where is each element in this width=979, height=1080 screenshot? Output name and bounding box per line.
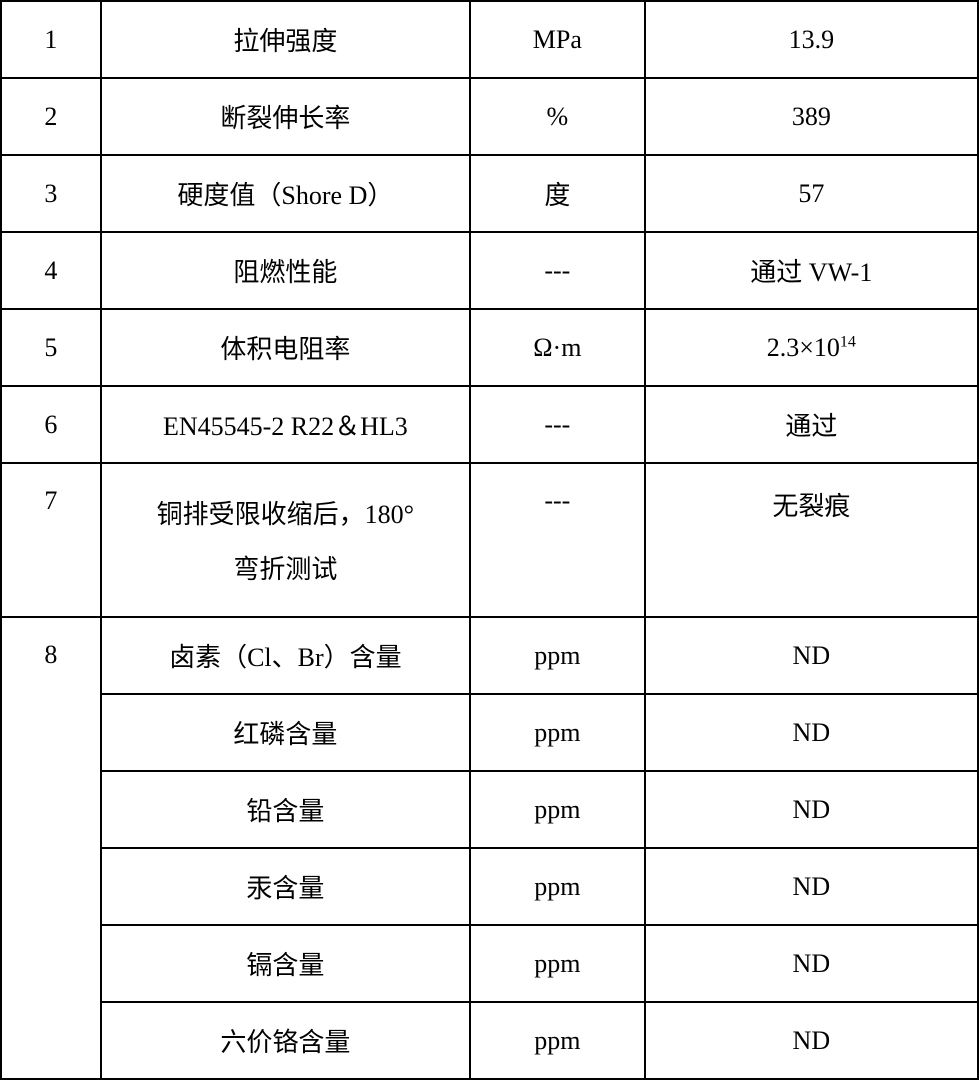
unit: --- — [470, 386, 645, 463]
row-number: 2 — [1, 78, 101, 155]
property-line2: 弯折测试 — [102, 549, 469, 586]
value: 57 — [645, 155, 978, 232]
value: ND — [645, 771, 978, 848]
row-number: 7 — [1, 463, 101, 617]
table-row: 4 阻燃性能 --- 通过 VW-1 — [1, 232, 978, 309]
unit: ppm — [470, 1002, 645, 1079]
unit: ppm — [470, 694, 645, 771]
unit: % — [470, 78, 645, 155]
value: 无裂痕 — [645, 463, 978, 617]
unit: ppm — [470, 848, 645, 925]
unit: ppm — [470, 617, 645, 694]
table-row: 6 EN45545-2 R22＆HL3 --- 通过 — [1, 386, 978, 463]
property-name: 红磷含量 — [101, 694, 470, 771]
row-number: 4 — [1, 232, 101, 309]
property-name: 硬度值（Shore D） — [101, 155, 470, 232]
table-row: 镉含量 ppm ND — [1, 925, 978, 1002]
property-name: 阻燃性能 — [101, 232, 470, 309]
value-prefix: 2.3×10 — [767, 333, 840, 362]
row-number: 6 — [1, 386, 101, 463]
value: ND — [645, 694, 978, 771]
property-name: 断裂伸长率 — [101, 78, 470, 155]
property-line1: 铜排受限收缩后，180° — [102, 494, 469, 531]
unit: --- — [470, 463, 645, 617]
unit: --- — [470, 232, 645, 309]
value: ND — [645, 1002, 978, 1079]
table-row: 汞含量 ppm ND — [1, 848, 978, 925]
value: ND — [645, 925, 978, 1002]
property-name: 铜排受限收缩后，180° 弯折测试 — [101, 463, 470, 617]
table-row: 红磷含量 ppm ND — [1, 694, 978, 771]
unit: MPa — [470, 1, 645, 78]
property-name: 体积电阻率 — [101, 309, 470, 386]
table-row: 铅含量 ppm ND — [1, 771, 978, 848]
value: 2.3×1014 — [645, 309, 978, 386]
property-name: 镉含量 — [101, 925, 470, 1002]
table-row: 1 拉伸强度 MPa 13.9 — [1, 1, 978, 78]
unit: 度 — [470, 155, 645, 232]
property-name: 六价铬含量 — [101, 1002, 470, 1079]
property-name: 拉伸强度 — [101, 1, 470, 78]
table-row: 3 硬度值（Shore D） 度 57 — [1, 155, 978, 232]
table-row: 7 铜排受限收缩后，180° 弯折测试 --- 无裂痕 — [1, 463, 978, 617]
row-number: 3 — [1, 155, 101, 232]
table-row: 8 卤素（Cl、Br）含量 ppm ND — [1, 617, 978, 694]
value: 通过 — [645, 386, 978, 463]
unit: ppm — [470, 925, 645, 1002]
value: ND — [645, 848, 978, 925]
row-number: 8 — [1, 617, 101, 1079]
row-number: 1 — [1, 1, 101, 78]
unit: Ω·m — [470, 309, 645, 386]
value: 389 — [645, 78, 978, 155]
value-superscript: 14 — [840, 333, 856, 350]
table-row: 六价铬含量 ppm ND — [1, 1002, 978, 1079]
table-row: 5 体积电阻率 Ω·m 2.3×1014 — [1, 309, 978, 386]
properties-table: 1 拉伸强度 MPa 13.9 2 断裂伸长率 % 389 3 硬度值（Shor… — [0, 0, 979, 1080]
property-name: 卤素（Cl、Br）含量 — [101, 617, 470, 694]
property-name: EN45545-2 R22＆HL3 — [101, 386, 470, 463]
property-name: 汞含量 — [101, 848, 470, 925]
value: ND — [645, 617, 978, 694]
table-row: 2 断裂伸长率 % 389 — [1, 78, 978, 155]
unit: ppm — [470, 771, 645, 848]
value: 13.9 — [645, 1, 978, 78]
property-name: 铅含量 — [101, 771, 470, 848]
value: 通过 VW-1 — [645, 232, 978, 309]
row-number: 5 — [1, 309, 101, 386]
